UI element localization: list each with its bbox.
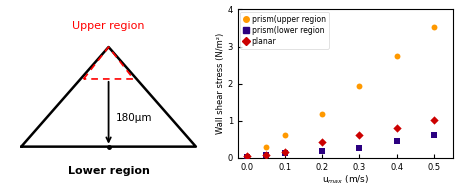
Point [318, 150, 326, 153]
Text: Lower region: Lower region [67, 166, 150, 176]
Point [318, 113, 326, 116]
Point [243, 155, 251, 158]
Point [431, 26, 438, 29]
Point [431, 119, 438, 122]
Point [356, 146, 363, 149]
Point [393, 139, 401, 142]
Y-axis label: Wall shear stress (N/m²): Wall shear stress (N/m²) [216, 33, 225, 134]
Point [281, 152, 288, 155]
Point [393, 54, 401, 57]
Point [262, 145, 270, 148]
Point [243, 155, 251, 158]
Point [318, 141, 326, 144]
Point [262, 153, 270, 156]
Point [393, 127, 401, 130]
X-axis label: u$_{max}$ (m/s): u$_{max}$ (m/s) [322, 173, 369, 186]
Text: Upper region: Upper region [73, 21, 145, 31]
Legend: prism(upper region, prism(lower region, planar: prism(upper region, prism(lower region, … [240, 12, 329, 49]
Point [243, 155, 251, 158]
Point [431, 133, 438, 136]
Point [356, 133, 363, 136]
Point [356, 85, 363, 88]
Point [262, 153, 270, 156]
Point [281, 133, 288, 136]
Text: 180μm: 180μm [116, 113, 152, 124]
Point [281, 151, 288, 154]
